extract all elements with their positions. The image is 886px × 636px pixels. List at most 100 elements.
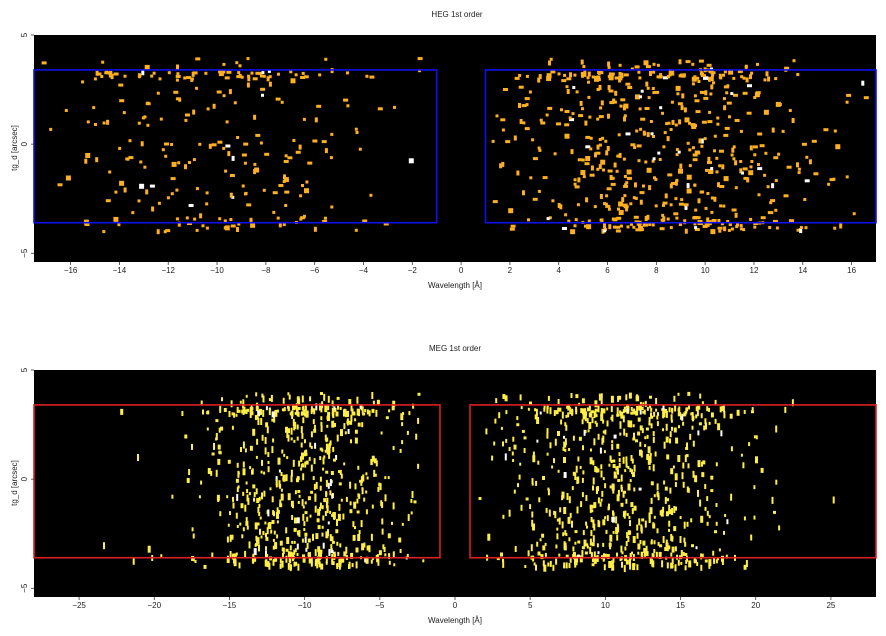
heg-event-451	[584, 162, 590, 166]
meg-event-703	[563, 441, 567, 448]
heg-event-4	[100, 75, 104, 78]
meg-event-114	[319, 476, 322, 482]
meg-x-ticks: −25 −20 −15 −10 −5 0 5 10 15 20 25	[72, 597, 836, 610]
heg-event-221	[294, 73, 298, 77]
meg-event-1189	[649, 395, 652, 399]
meg-event-635	[331, 400, 334, 407]
meg-event-807	[615, 527, 619, 535]
meg-event-666	[207, 410, 210, 415]
heg-event-645	[741, 171, 744, 175]
heg-event-723	[587, 95, 591, 99]
meg-event-1290	[610, 416, 613, 420]
heg-event-320	[623, 175, 627, 178]
meg-event-995	[502, 558, 504, 562]
heg-event-558	[503, 88, 508, 91]
heg-event-27	[114, 190, 118, 194]
heg-event-673	[739, 224, 743, 228]
meg-event-1229	[594, 400, 598, 408]
meg-event-283	[213, 442, 215, 450]
meg-event-726	[708, 407, 710, 412]
meg-event-175	[377, 487, 380, 492]
heg-event-386	[726, 220, 730, 223]
meg-event-48	[298, 529, 301, 537]
meg-event-82	[393, 563, 396, 567]
meg-event-425	[354, 483, 357, 490]
heg-event-429	[624, 183, 628, 187]
heg-event-231	[261, 93, 264, 97]
meg-event-589	[331, 407, 334, 415]
heg-event-840	[621, 197, 625, 203]
meg-event-57	[331, 559, 334, 565]
heg-event-355	[626, 225, 630, 229]
meg-event-864	[620, 502, 624, 507]
heg-events	[41, 57, 869, 235]
meg-event-646	[261, 434, 264, 441]
meg-event-753	[603, 450, 606, 454]
meg-event-1404	[622, 511, 625, 518]
meg-event-1255	[663, 441, 666, 449]
heg-event-227	[140, 141, 144, 147]
meg-event-217	[262, 531, 265, 535]
meg-event-1396	[778, 525, 781, 531]
heg-event-564	[697, 198, 701, 204]
meg-event-619	[237, 470, 240, 478]
meg-event-643	[346, 418, 349, 426]
meg-event-168	[361, 488, 364, 495]
meg-event-1155	[643, 548, 647, 553]
meg-y-tick-label: 0	[20, 476, 29, 481]
meg-event-125	[328, 549, 331, 556]
heg-event-430	[743, 176, 749, 180]
meg-event-109	[296, 436, 299, 441]
meg-event-524	[245, 517, 248, 523]
meg-event-1333	[575, 409, 578, 415]
heg-event-852	[710, 167, 714, 170]
meg-event-49	[320, 421, 323, 426]
meg-event-28	[275, 476, 278, 481]
meg-event-786	[625, 541, 628, 546]
heg-event-794	[607, 169, 613, 173]
heg-event-513	[617, 133, 621, 137]
meg-event-1150	[608, 542, 612, 547]
meg-event-718	[572, 435, 575, 441]
heg-event-395	[604, 139, 608, 143]
heg-event-46	[295, 150, 301, 154]
heg-event-535	[732, 145, 736, 149]
heg-event-462	[710, 196, 714, 200]
meg-event-778	[687, 391, 691, 396]
meg-event-70	[340, 429, 343, 437]
meg-event-250	[251, 557, 254, 564]
heg-event-759	[657, 151, 661, 155]
meg-event-792	[629, 479, 632, 483]
meg-event-1383	[611, 483, 614, 490]
heg-event-857	[658, 158, 662, 161]
meg-event-913	[623, 490, 626, 494]
meg-event-404	[334, 408, 337, 412]
meg-event-1419	[504, 395, 508, 402]
heg-event-594	[692, 216, 698, 220]
meg-event-665	[251, 407, 254, 411]
heg-event-721	[600, 71, 604, 75]
meg-event-1412	[598, 393, 601, 401]
heg-event-392	[527, 218, 530, 222]
heg-event-496	[545, 113, 549, 117]
meg-event-1375	[636, 532, 639, 539]
heg-event-694	[678, 119, 682, 125]
meg-event-537	[275, 483, 278, 488]
heg-event-732	[518, 103, 521, 108]
meg-event-738	[619, 432, 622, 436]
heg-event-215	[195, 86, 198, 90]
heg-event-612	[713, 196, 717, 202]
meg-event-5	[252, 428, 256, 436]
heg-event-148	[299, 194, 303, 198]
heg-event-744	[590, 165, 594, 171]
meg-event-1237	[665, 511, 669, 517]
meg-event-419	[217, 458, 221, 465]
heg-event-58	[205, 202, 209, 206]
meg-event-922	[704, 484, 707, 489]
meg-event-91	[363, 542, 366, 548]
meg-event-1320	[668, 509, 672, 515]
heg-y-tick-label: 0	[20, 141, 29, 146]
meg-event-1131	[634, 410, 637, 414]
meg-event-833	[721, 406, 724, 412]
meg-event-473	[294, 548, 297, 553]
